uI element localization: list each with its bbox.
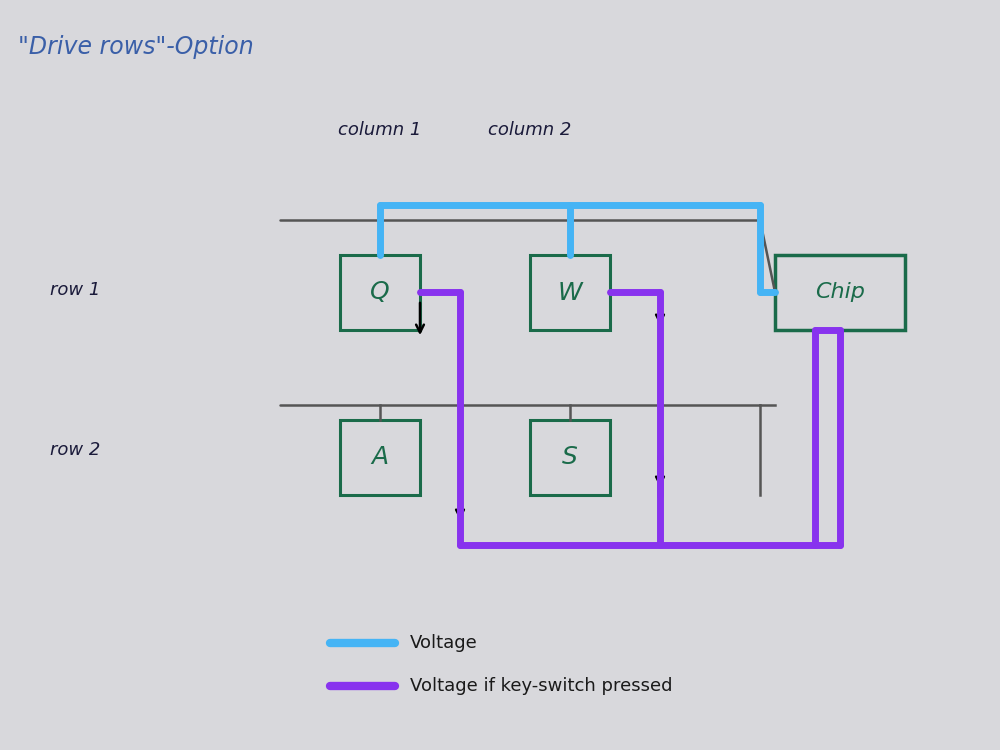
Text: Voltage: Voltage xyxy=(410,634,478,652)
Text: row 1: row 1 xyxy=(50,281,100,299)
Bar xyxy=(775,255,905,330)
Text: column 2: column 2 xyxy=(488,121,572,139)
Bar xyxy=(530,420,610,495)
Text: row 2: row 2 xyxy=(50,441,100,459)
Text: Voltage if key-switch pressed: Voltage if key-switch pressed xyxy=(410,677,672,695)
Bar xyxy=(340,420,420,495)
Bar xyxy=(340,255,420,330)
Text: Q: Q xyxy=(370,280,390,304)
Text: S: S xyxy=(562,446,578,470)
Bar xyxy=(530,255,610,330)
Text: A: A xyxy=(371,446,389,470)
Text: column 1: column 1 xyxy=(338,121,422,139)
Text: Chip: Chip xyxy=(815,283,865,302)
Text: "Drive rows"-Option: "Drive rows"-Option xyxy=(18,35,254,59)
Text: W: W xyxy=(558,280,582,304)
